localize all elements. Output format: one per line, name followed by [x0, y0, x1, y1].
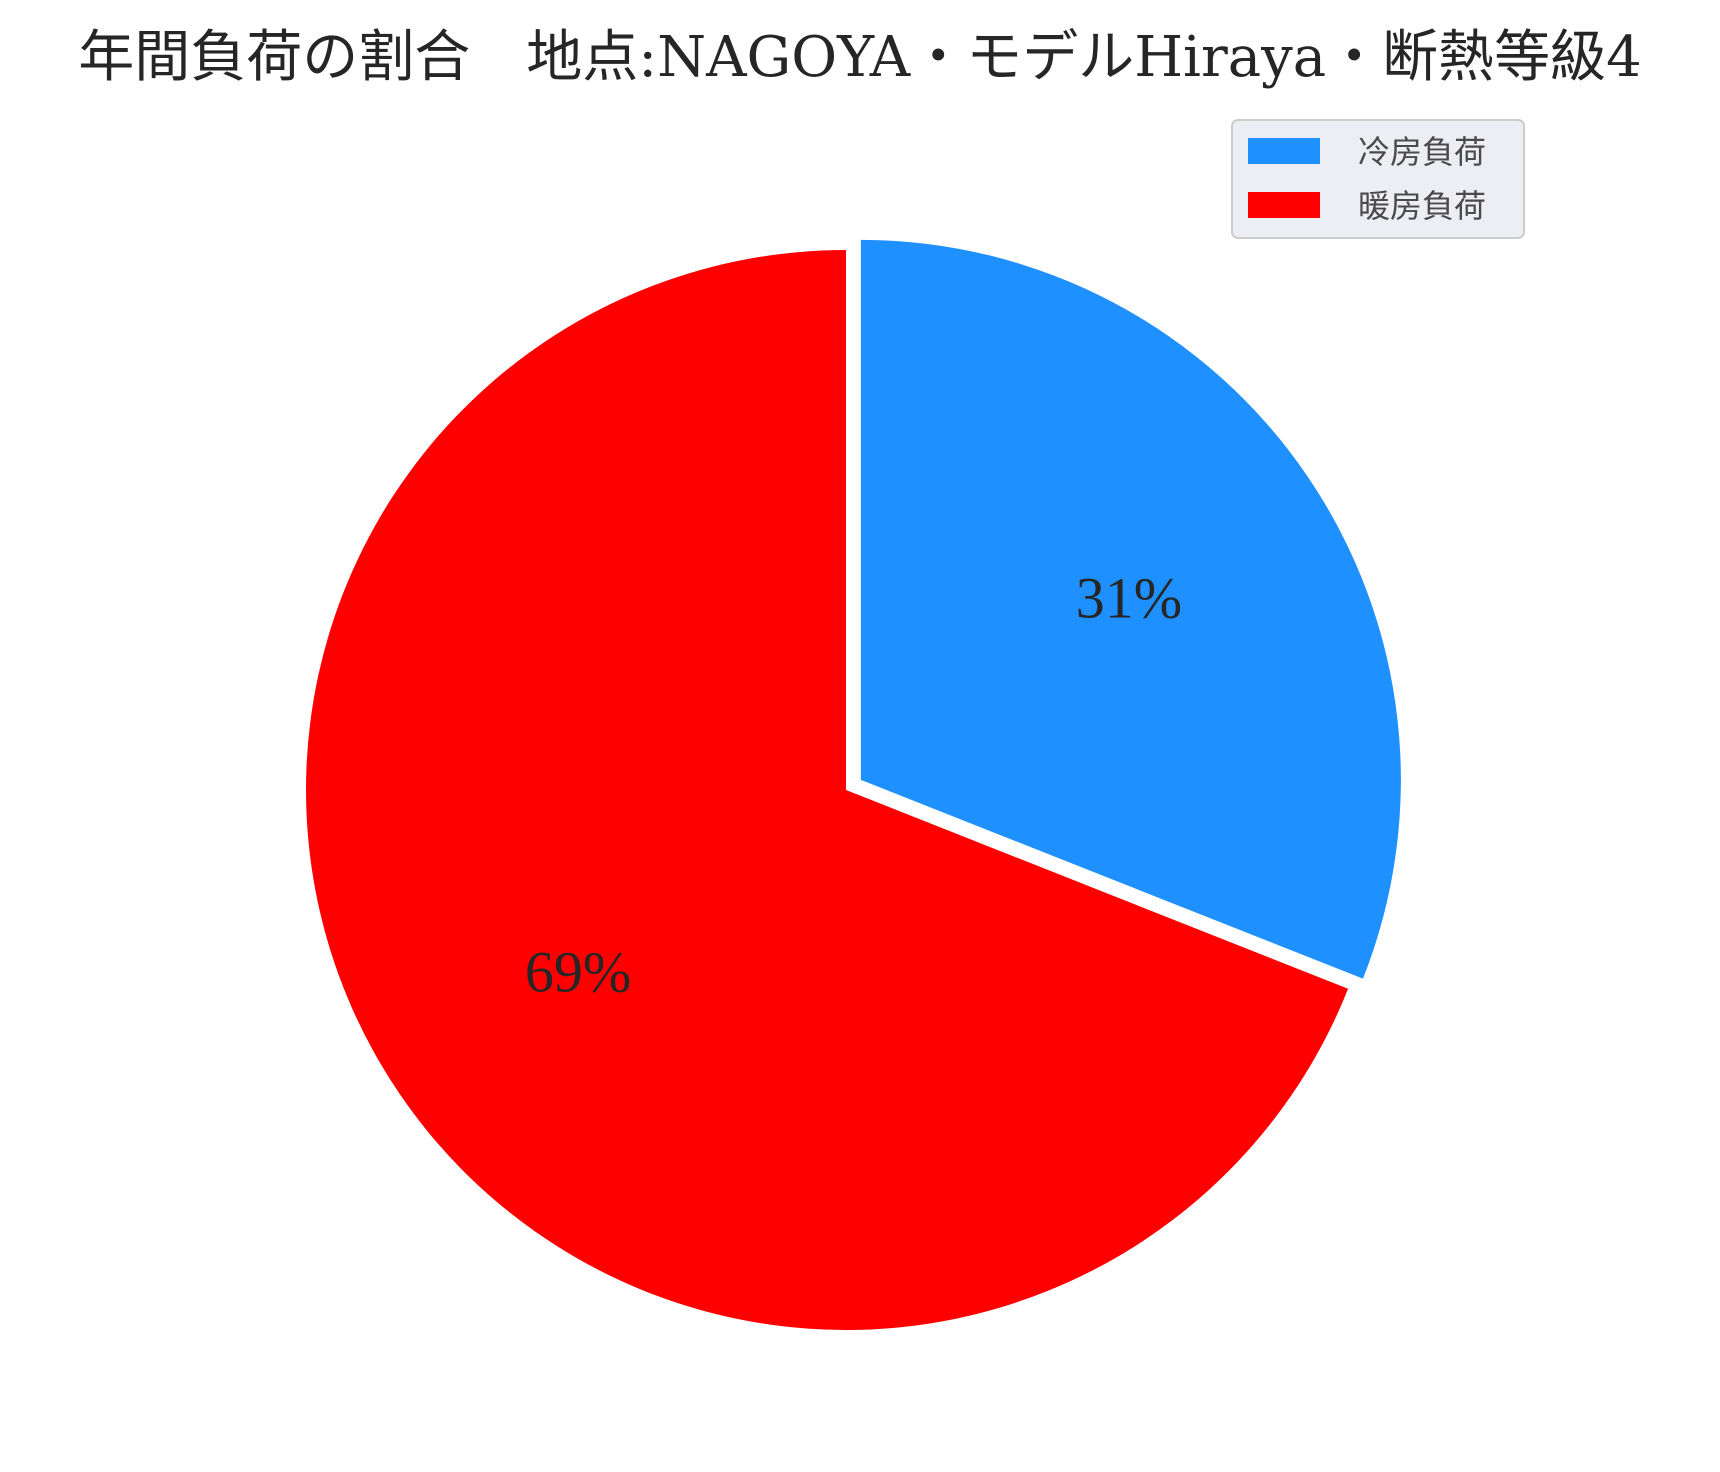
pie-label-cooling: 31%: [1076, 565, 1182, 630]
legend-label-cooling: 冷房負荷: [1358, 133, 1486, 171]
legend-label-heating: 暖房負荷: [1358, 187, 1486, 225]
legend-swatch-heating: [1248, 192, 1320, 218]
chart-title: 年間負荷の割合 地点:NAGOYA・モデルHiraya・断熱等級4: [78, 25, 1642, 90]
pie-slices-group: [306, 239, 1401, 1330]
legend-swatch-cooling: [1248, 138, 1320, 164]
pie-slice-heating: [306, 250, 1349, 1330]
pie-labels-group: 31% 69%: [525, 565, 1182, 1004]
pie-slice-cooling: [860, 239, 1401, 979]
pie-label-heating: 69%: [525, 940, 631, 1005]
